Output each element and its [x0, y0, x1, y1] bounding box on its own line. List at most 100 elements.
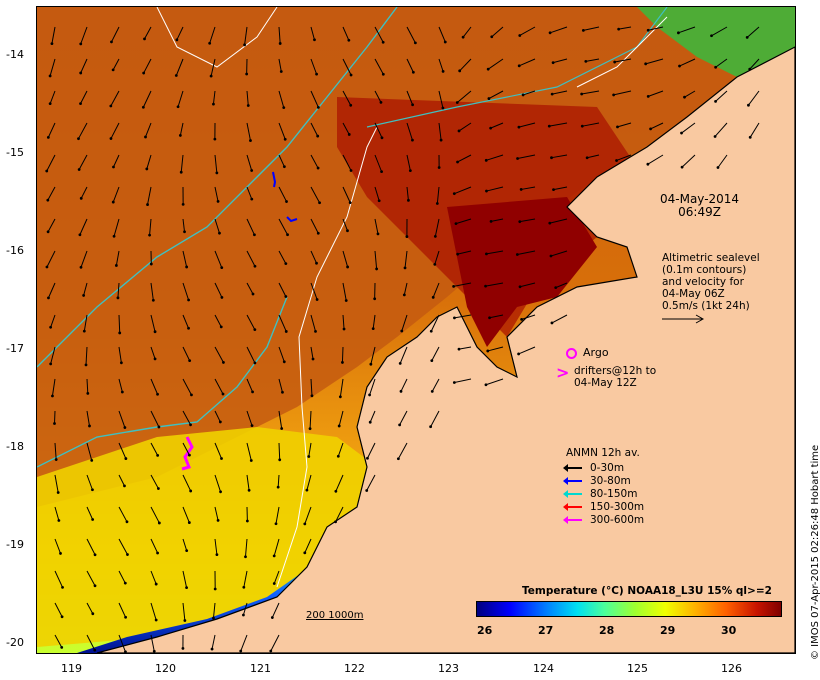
sealevel-contour-north — [156, 7, 278, 68]
velocity-arrow — [679, 58, 696, 67]
velocity-arrow-head — [646, 162, 650, 166]
velocity-arrow — [212, 602, 216, 619]
velocity-arrow — [54, 570, 63, 588]
velocity-arrow — [618, 26, 632, 30]
velocity-arrow-head — [60, 615, 64, 619]
velocity-arrow-head — [209, 74, 213, 78]
velocity-arrow — [214, 250, 223, 268]
velocity-arrow-head — [411, 138, 414, 142]
credit-text: © IMOS 07-Apr-2015 02:26:48 Hobart time — [810, 444, 820, 660]
velocity-arrow-head — [488, 316, 491, 320]
velocity-arrow-head — [185, 586, 188, 590]
velocity-arrow-head — [88, 424, 91, 428]
velocity-arrow-head — [187, 298, 190, 302]
velocity-arrow — [118, 634, 126, 652]
velocity-arrow-head — [126, 553, 129, 556]
velocity-arrow — [431, 378, 440, 392]
altimetry-line: 0.5m/s (1kt 24h) — [662, 300, 750, 312]
velocity-arrow-head — [93, 553, 97, 557]
cloud-gap-region — [637, 7, 795, 77]
velocity-arrow-head — [208, 41, 212, 45]
velocity-arrow — [549, 122, 568, 127]
drifter-line: drifters@12h to — [574, 365, 657, 377]
velocity-arrow-head — [282, 165, 286, 169]
velocity-arrow — [86, 474, 93, 490]
velocity-arrow-head — [284, 330, 288, 333]
velocity-arrow-head — [142, 71, 146, 75]
velocity-arrow — [271, 602, 280, 618]
velocity-arrow — [275, 506, 280, 524]
velocity-arrow — [54, 506, 60, 521]
velocity-arrow-head — [77, 137, 80, 141]
velocity-arrow-head — [249, 459, 253, 462]
velocity-arrow — [83, 282, 88, 296]
velocity-arrow-head — [278, 42, 282, 45]
velocity-arrow — [246, 186, 253, 200]
velocity-arrow-head — [181, 646, 185, 650]
velocity-arrow-head — [305, 488, 309, 492]
velocity-arrow-head — [431, 295, 435, 299]
velocity-arrow-head — [183, 619, 187, 622]
velocity-arrow-head — [517, 125, 521, 129]
velocity-arrow-head — [748, 135, 752, 139]
velocity-arrow — [436, 186, 440, 204]
velocity-arrow — [517, 250, 536, 256]
velocity-arrow — [403, 282, 408, 295]
velocity-arrow-head — [680, 131, 683, 135]
velocity-arrow-head — [349, 73, 353, 77]
velocity-arrow — [310, 90, 319, 108]
velocity-arrow — [401, 314, 408, 332]
velocity-arrow-head — [380, 170, 383, 174]
velocity-arrow-head — [272, 554, 276, 558]
velocity-arrow-head — [222, 361, 225, 364]
velocity-arrow — [749, 122, 760, 138]
velocity-arrow — [278, 58, 282, 72]
velocity-arrow-head — [396, 457, 400, 461]
velocity-arrow — [456, 90, 472, 103]
velocity-arrow — [310, 346, 314, 360]
velocity-arrow — [246, 314, 256, 330]
velocity-arrow — [684, 90, 696, 98]
velocity-arrow-head — [716, 166, 720, 169]
velocity-arrow-head — [82, 329, 86, 333]
velocity-arrow — [485, 282, 504, 287]
velocity-arrow — [278, 122, 286, 140]
velocity-arrow-head — [375, 267, 379, 271]
velocity-arrow-head — [435, 202, 439, 205]
velocity-arrow — [432, 282, 440, 298]
velocity-arrow — [582, 122, 600, 127]
velocity-arrow-head — [218, 420, 222, 424]
velocity-arrow — [342, 314, 345, 330]
velocity-arrow-head — [346, 265, 350, 269]
velocity-arrow-head — [59, 552, 62, 555]
velocity-arrow-head — [109, 137, 113, 140]
velocity-arrow-head — [51, 394, 54, 398]
velocity-arrow-head — [54, 458, 58, 461]
velocity-arrow-head — [91, 518, 95, 521]
velocity-arrow-head — [484, 158, 488, 162]
velocity-arrow-head — [550, 92, 554, 96]
velocity-arrow — [115, 250, 120, 266]
velocity-arrow — [438, 122, 442, 141]
velocity-arrow — [214, 474, 222, 492]
velocity-arrow — [335, 506, 344, 523]
velocity-arrow — [399, 346, 408, 364]
velocity-arrow-head — [187, 326, 190, 330]
velocity-arrow — [616, 154, 632, 161]
velocity-arrow-head — [49, 325, 53, 329]
velocity-arrow — [342, 26, 350, 41]
velocity-arrow — [486, 154, 504, 161]
velocity-arrow — [278, 442, 281, 460]
velocity-arrow-head — [366, 456, 369, 460]
velocity-arrow — [342, 218, 348, 231]
velocity-arrow-head — [548, 221, 552, 225]
velocity-arrow-head — [452, 381, 456, 384]
anmn-arrow-icon — [563, 464, 582, 472]
velocity-arrow-head — [381, 72, 385, 76]
velocity-arrow-head — [644, 62, 648, 66]
velocity-arrow-head — [316, 166, 320, 170]
velocity-arrow — [457, 250, 472, 255]
velocity-arrow — [51, 378, 56, 397]
velocity-arrow-head — [313, 38, 316, 42]
sst-map[interactable] — [36, 6, 796, 654]
